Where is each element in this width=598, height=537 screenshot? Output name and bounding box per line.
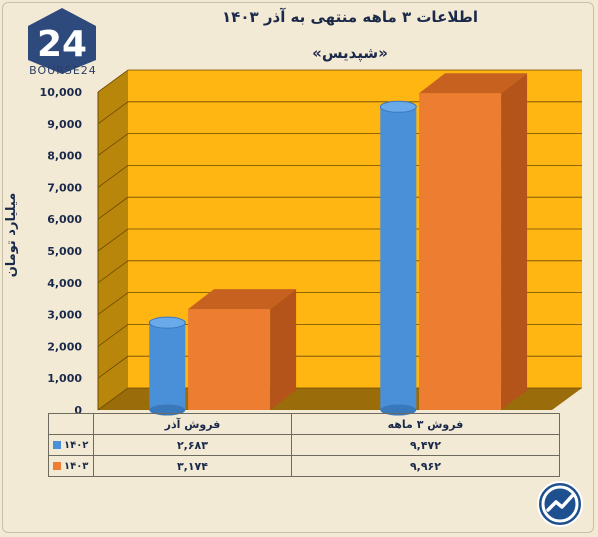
chart-frame <box>2 2 594 533</box>
legend-1402: ۱۴۰۲ <box>48 434 94 456</box>
y-tick-label: 4,000 <box>47 277 82 290</box>
bar-1402 <box>380 106 417 410</box>
bar-1403-side <box>270 289 297 410</box>
y-tick-label: 3,000 <box>47 309 82 322</box>
table-cell: ۳,۱۷۴ <box>93 455 292 477</box>
bar-1403 <box>188 309 271 410</box>
y-axis-label: میلیارد تومان <box>4 192 19 278</box>
y-tick-label: 5,000 <box>47 245 82 258</box>
y-tick-label: 9,000 <box>47 118 82 131</box>
bar-1402-base <box>149 404 186 416</box>
data-table: فروش آذر فروش ۳ ماهه ۱۴۰۲ ۲,۶۸۳ ۹,۴۷۲ ۱۴… <box>48 413 561 477</box>
bar-1402-base <box>380 404 417 416</box>
table-cell: ۹,۹۶۲ <box>290 455 561 477</box>
y-tick-label: 1,000 <box>47 372 82 385</box>
svg-text:24: 24 <box>37 24 87 65</box>
y-tick-label: 7,000 <box>47 181 82 194</box>
logo-text: BOURSE24 <box>29 64 97 77</box>
legend-1403: ۱۴۰۳ <box>48 455 94 477</box>
gridline <box>97 69 582 93</box>
legend-swatch-icon <box>53 461 61 470</box>
trend-badge-icon <box>537 481 583 527</box>
legend-label: ۱۴۰۳ <box>64 460 89 472</box>
table-header-cell: فروش آذر <box>93 413 292 435</box>
bar-1403-top <box>188 289 297 310</box>
table-corner-cell <box>48 413 94 435</box>
table-cell: ۲,۶۸۳ <box>93 434 292 456</box>
chart-subtitle: «شپدیس» <box>312 44 388 62</box>
bar-1402-top <box>379 100 417 113</box>
y-tick-label: 0 <box>74 404 82 417</box>
bar-1402 <box>149 322 186 410</box>
y-tick-label: 6,000 <box>47 213 82 226</box>
bourse24-logo-icon: 24 <box>28 8 96 74</box>
bar-1403-side <box>501 73 528 410</box>
table-cell: ۹,۴۷۲ <box>290 434 561 456</box>
legend-label: ۱۴۰۲ <box>64 439 89 451</box>
bar-1403-top <box>419 73 528 94</box>
y-tick-label: 10,000 <box>40 86 83 99</box>
table-row: ۱۴۰۲ ۲,۶۸۳ ۹,۴۷۲ <box>48 434 561 456</box>
table-header-row: فروش آذر فروش ۳ ماهه <box>48 413 561 435</box>
bar-1403 <box>419 93 502 410</box>
table-row: ۱۴۰۳ ۳,۱۷۴ ۹,۹۶۲ <box>48 455 561 477</box>
y-tick-label: 2,000 <box>47 340 82 353</box>
y-tick-label: 8,000 <box>47 150 82 163</box>
legend-swatch-icon <box>53 440 61 449</box>
chart-title: اطلاعات ۳ ماهه منتهی به آذر ۱۴۰۳ <box>222 8 478 26</box>
table-header-cell: فروش ۳ ماهه <box>290 413 561 435</box>
bar-1402-top <box>148 316 186 329</box>
